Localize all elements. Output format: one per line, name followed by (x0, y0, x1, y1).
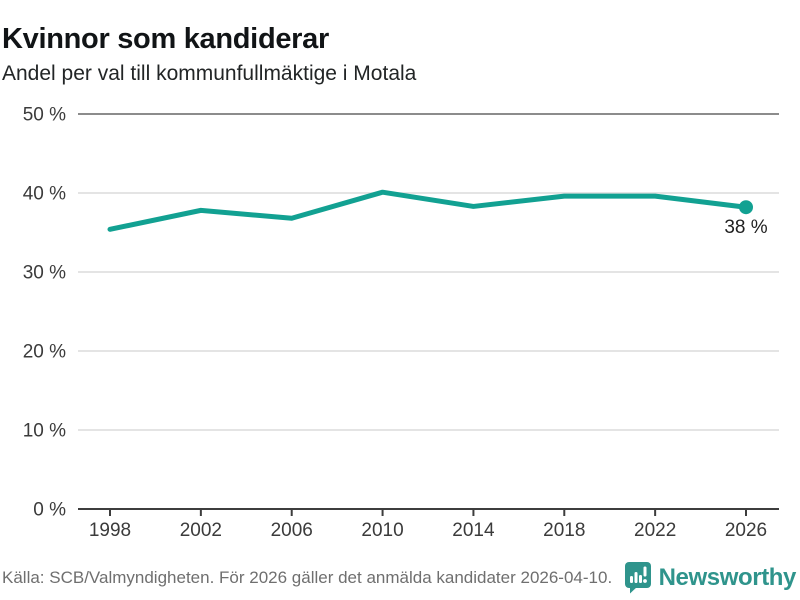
x-tick-label: 2002 (180, 520, 222, 541)
x-tick-label: 2006 (271, 520, 313, 541)
y-tick-label: 50 % (23, 105, 66, 126)
trend-line (107, 189, 749, 232)
page-footer: Källa: SCB/Valmyndigheten. För 2026 gäll… (2, 561, 796, 594)
x-tick-label: 1998 (89, 520, 131, 541)
end-point-dot (739, 200, 753, 215)
brand-name: Newsworthy (658, 563, 797, 591)
y-tick-label: 10 % (23, 421, 66, 442)
y-tick-label: 30 % (23, 263, 66, 284)
line-chart: 0 % 10 % 20 % 30 % 40 % 50 % 1998 2002 2006 2010 2… (23, 105, 779, 541)
source-note: Källa: SCB/Valmyndigheten. För 2026 gäll… (2, 567, 613, 587)
x-tick-label: 2022 (634, 520, 676, 541)
bar-chart-speech-bubble-icon (624, 562, 651, 594)
chart-subtitle: Andel per val till kommunfullmäktige i M… (2, 62, 417, 85)
page-title: Kvinnor som kandiderar (2, 23, 329, 56)
y-tick-label: 20 % (23, 342, 66, 363)
x-tick-label: 2018 (543, 520, 585, 541)
newsworthy-logo: Newsworthy (624, 561, 796, 594)
y-tick-label: 40 % (23, 184, 66, 205)
x-tick-label: 2010 (361, 520, 403, 541)
y-tick-label: 0 % (33, 500, 66, 521)
end-point-label: 38 % (724, 217, 767, 238)
x-tick-label: 2026 (725, 520, 767, 541)
x-tick-label: 2014 (452, 520, 495, 541)
